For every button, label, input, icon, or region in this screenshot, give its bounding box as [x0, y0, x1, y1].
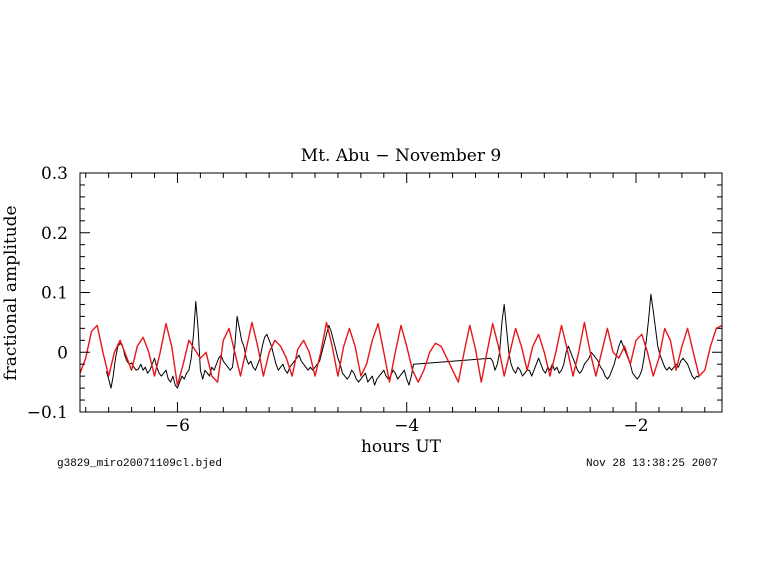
x-tick-label: −6 [165, 416, 190, 436]
axis-ticks [80, 172, 722, 413]
y-tick-label: 0.1 [41, 284, 68, 304]
y-tick-label: 0 [57, 343, 68, 363]
y-tick-label: −0.1 [27, 403, 68, 423]
file-name-label: g3829_miro20071109cl.bjed [57, 458, 222, 470]
x-axis-label: hours UT [361, 437, 442, 457]
series-line-2 [80, 321, 722, 386]
x-tick-label: −2 [623, 416, 648, 436]
x-tick-label: −4 [394, 416, 419, 436]
x-tick-labels: −6 −4 −2 [165, 416, 649, 436]
chart-title: Mt. Abu − November 9 [301, 146, 501, 166]
y-tick-labels: −0.1 0 0.1 0.2 0.3 [27, 164, 68, 423]
y-tick-label: 0.2 [41, 224, 68, 244]
series-layer [80, 293, 722, 389]
timestamp-label: Nov 28 13:38:25 2007 [586, 458, 718, 470]
y-axis-label: fractional amplitude [1, 205, 21, 380]
series-line-1 [105, 293, 700, 389]
y-tick-label: 0.3 [41, 164, 68, 184]
plot-frame [79, 172, 723, 413]
